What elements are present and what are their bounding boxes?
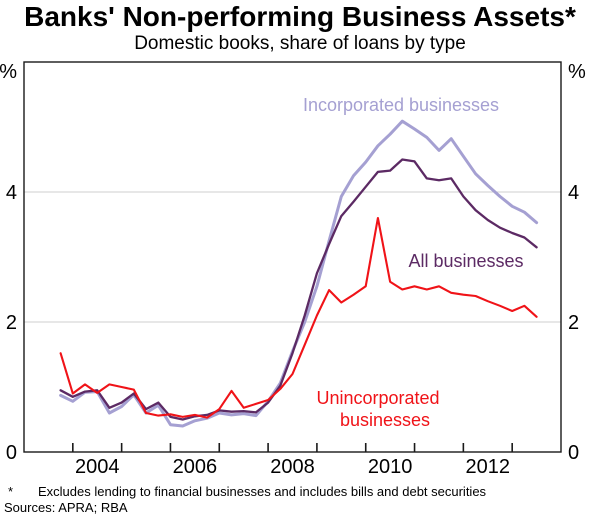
y-axis-unit-right: % [568,61,586,83]
plot-frame [23,61,562,453]
x-axis-label: 2010 [368,456,413,478]
x-axis-label: 2006 [173,456,218,478]
x-axis-ticks [72,443,513,452]
axis-tick-labels: 0 0 2 2 4 4% % 2004 2006 2008 2010 2012 [0,61,586,478]
y-axis-unit-left: % [0,61,17,83]
footnote-marker: * [8,484,13,499]
y-axis-label-right: 0 [568,442,579,464]
series-labels: Incorporated businesses All businesses Uni… [303,95,524,430]
series-label-text: Incorporated businesses [303,95,499,115]
y-axis-label-right: 2 [568,312,579,334]
series-line-unincorporated-businesses [59,216,538,419]
x-axis-label: 2012 [466,456,511,478]
chart-subtitle: Domestic books, share of loans by type [134,33,466,54]
y-axis-label-left: 0 [6,442,17,464]
series-line-incorporated-businesses [59,119,539,428]
x-axis-label: 2008 [270,456,315,478]
chart-title: Banks' Non-performing Business Assets* [24,1,576,32]
series-label-text: businesses [340,410,430,430]
gridlines [24,191,561,323]
y-axis-label-left: 2 [6,312,17,334]
series-lines [59,119,539,428]
series-label-text: All businesses [408,251,523,271]
plot-border [23,61,562,453]
series-line-all-businesses [59,158,538,421]
y-axis-label-left: 4 [6,182,17,204]
series-label-text: Unincorporated [316,388,439,408]
footnote-text: Excludes lending to financial businesses… [38,484,487,499]
sources-text: Sources: APRA; RBA [4,500,128,515]
y-axis-label-right: 4 [568,182,579,204]
x-axis-label: 2004 [75,456,120,478]
